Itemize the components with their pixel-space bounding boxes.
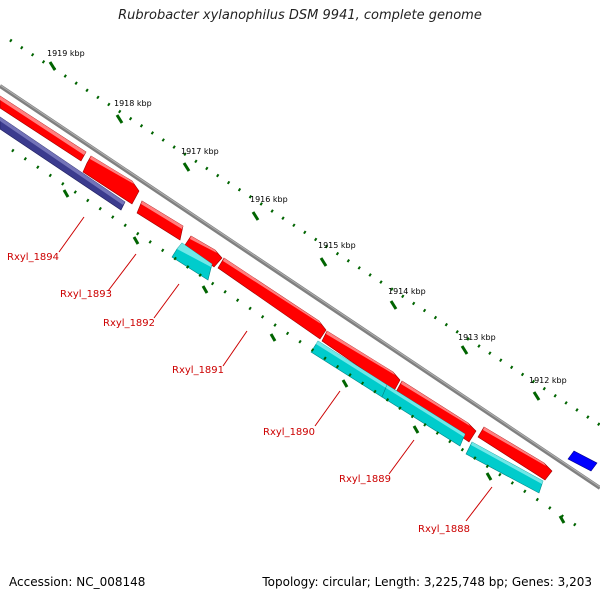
kbp-label: 1916 kbp bbox=[250, 195, 288, 204]
forward-cds-track bbox=[0, 95, 553, 481]
leader-rxyl-1894 bbox=[58, 216, 85, 253]
kbp-label: 1913 kbp bbox=[458, 333, 496, 342]
cds-arrow-highlight bbox=[401, 381, 470, 426]
cds-arrow[interactable] bbox=[136, 200, 184, 241]
leader-rxyl-1891 bbox=[222, 330, 248, 367]
gene-bar-highlight bbox=[471, 442, 543, 484]
major-tick bbox=[460, 345, 469, 355]
kbp-label: 1915 kbp bbox=[318, 241, 356, 250]
inner-major-tick bbox=[201, 285, 209, 294]
backbone-line bbox=[0, 84, 600, 490]
gene-label[interactable]: Rxyl_1891 bbox=[172, 365, 224, 376]
kbp-label: 1918 kbp bbox=[114, 99, 152, 108]
major-tick bbox=[319, 257, 328, 267]
backbone-highlight bbox=[0, 84, 600, 488]
kbp-labels: 1919 kbp 1918 kbp 1917 kbp 1916 kbp 1915… bbox=[47, 49, 567, 385]
major-tick bbox=[48, 61, 57, 71]
gene-label[interactable]: Rxyl_1892 bbox=[103, 318, 155, 329]
cds-arrow[interactable] bbox=[477, 426, 553, 481]
major-tick bbox=[251, 211, 260, 221]
blue-feature-arrow[interactable] bbox=[567, 450, 598, 472]
outer-dotted-track bbox=[9, 38, 600, 427]
gene-label[interactable]: Rxyl_1888 bbox=[418, 524, 470, 535]
inner-major-tick bbox=[341, 379, 349, 388]
cds-arrow-highlight bbox=[0, 96, 86, 155]
label-leaders bbox=[58, 216, 493, 522]
leader-rxyl-1889 bbox=[388, 439, 415, 475]
gene-labels: Rxyl_1894 Rxyl_1893 Rxyl_1892 Rxyl_1891 … bbox=[7, 252, 470, 535]
inner-major-tick bbox=[412, 425, 420, 434]
reverse-track bbox=[0, 116, 126, 211]
leader-rxyl-1890 bbox=[314, 390, 341, 427]
kbp-label: 1917 kbp bbox=[181, 147, 219, 156]
gene-bar-highlight bbox=[386, 385, 465, 437]
kbp-label: 1914 kbp bbox=[388, 287, 426, 296]
inner-major-tick bbox=[558, 515, 566, 524]
major-tick bbox=[532, 391, 541, 401]
gene-label[interactable]: Rxyl_1894 bbox=[7, 252, 59, 263]
inner-major-tick bbox=[62, 189, 70, 198]
inner-major-tick bbox=[485, 472, 493, 481]
cds-arrow-highlight bbox=[326, 331, 395, 375]
cds-arrow-highlight bbox=[90, 156, 134, 184]
major-tick bbox=[389, 300, 398, 310]
outer-tick-track bbox=[9, 38, 600, 427]
leader-rxyl-1893 bbox=[107, 253, 137, 292]
gene-label[interactable]: Rxyl_1893 bbox=[60, 289, 112, 300]
gene-label[interactable]: Rxyl_1890 bbox=[263, 427, 315, 438]
kbp-label: 1919 kbp bbox=[47, 49, 85, 58]
gene-bar-highlight bbox=[316, 341, 387, 388]
gene-bar-highlight bbox=[177, 243, 212, 267]
cds-arrow-highlight bbox=[223, 258, 321, 324]
cds-arrow[interactable] bbox=[217, 257, 327, 340]
cds-arrow-highlight bbox=[141, 201, 183, 229]
gene-label[interactable]: Rxyl_1889 bbox=[339, 474, 391, 485]
leader-rxyl-1888 bbox=[465, 486, 493, 522]
cds-arrow-highlight bbox=[483, 427, 546, 466]
leader-rxyl-1892 bbox=[153, 283, 180, 319]
major-tick bbox=[182, 162, 191, 172]
inner-tick-track bbox=[11, 148, 581, 530]
inner-major-tick bbox=[132, 236, 140, 245]
inner-major-tick bbox=[269, 333, 277, 342]
map-title: Rubrobacter xylanophilus DSM 9941, compl… bbox=[118, 8, 482, 23]
major-tick bbox=[115, 114, 124, 124]
topology-text: Topology: circular; Length: 3,225,748 bp… bbox=[262, 575, 592, 589]
kbp-label: 1912 kbp bbox=[529, 376, 567, 385]
rna-track bbox=[171, 242, 598, 494]
gene-bar-highlight bbox=[0, 117, 125, 205]
cds-arrow-highlight bbox=[190, 236, 217, 253]
genome-backbone bbox=[0, 84, 600, 490]
accession-text: Accession: NC_008148 bbox=[9, 575, 146, 589]
